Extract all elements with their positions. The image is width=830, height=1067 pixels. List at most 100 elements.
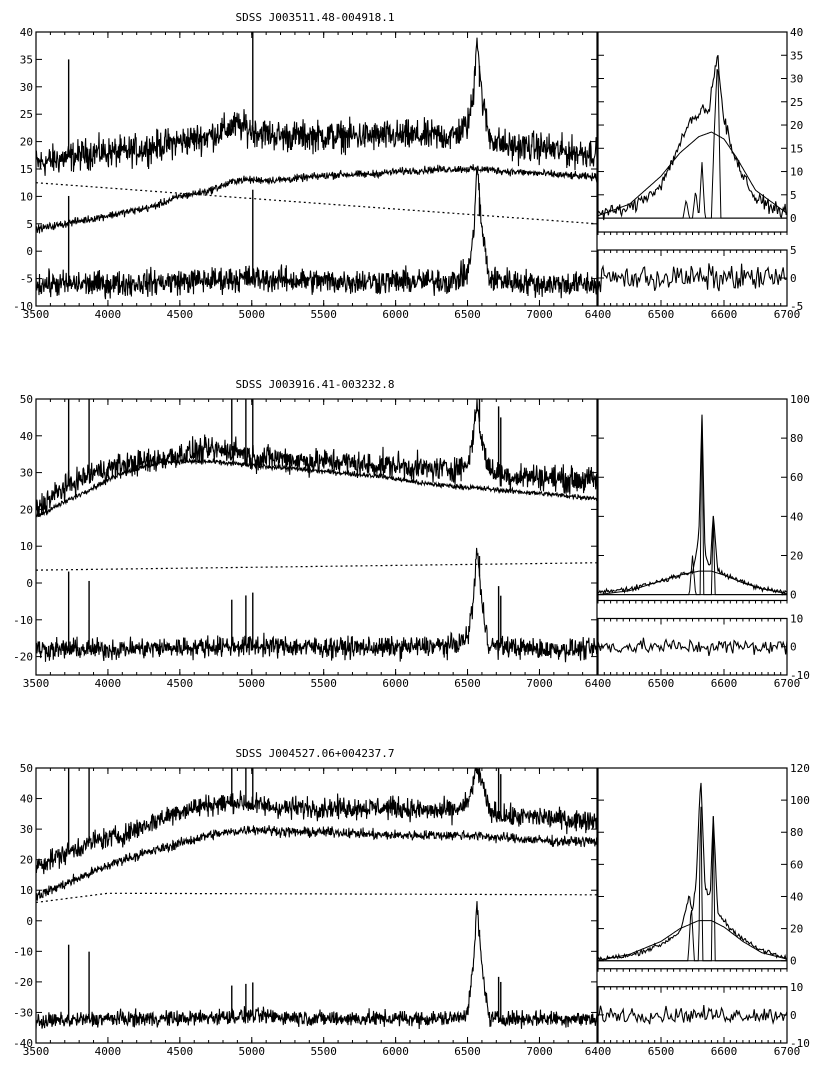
residual-ytick-label: 10 (790, 981, 803, 994)
residual-xtick-label: 6500 (648, 308, 675, 321)
zoom-ytick-label: 40 (790, 26, 803, 39)
zoom-ytick-label: 80 (790, 826, 803, 839)
zoom-series-residual (598, 637, 787, 657)
panel-title: SDSS J003511.48-004918.1 (236, 11, 395, 24)
residual-ytick-label: 0 (790, 1009, 797, 1022)
main-ytick-label: 40 (20, 26, 33, 39)
main-xtick-label: 4000 (95, 308, 122, 321)
residual-xtick-label: 6400 (585, 1045, 612, 1058)
zoom-series-observed (598, 414, 787, 596)
main-xtick-label: 3500 (23, 677, 50, 690)
main-ytick-label: -5 (20, 273, 33, 286)
main-plot-frame (35, 31, 598, 307)
residual-xtick-label: 6700 (774, 677, 801, 690)
main-ytick-label: 5 (26, 218, 33, 231)
main-ytick-label: 30 (20, 467, 33, 480)
zoom-series-residual (598, 1004, 787, 1025)
zoom-ytick-label: 100 (790, 794, 810, 807)
residual-plot-frame (597, 986, 788, 1044)
main-ytick-label: 35 (20, 53, 33, 66)
residual-xtick-label: 6400 (585, 308, 612, 321)
series-residual (36, 901, 597, 1030)
main-xtick-label: 4000 (95, 1045, 122, 1058)
residual-ytick-label: -5 (790, 300, 803, 313)
zoom-ytick-label: 15 (790, 142, 803, 155)
spectrum-panel-3: SDSS J004527.06+004237.7 -40 -30 -20 -10 0 10 2… (13, 747, 810, 1058)
zoom-series-narrow (598, 806, 787, 962)
main-ytick-label: 25 (20, 108, 33, 121)
series-residual (36, 166, 597, 300)
zoom-ytick-label: 40 (790, 890, 803, 903)
main-ytick-label: 10 (20, 884, 33, 897)
main-xtick-label: 6500 (454, 1045, 481, 1058)
main-xtick-label: 6000 (382, 677, 409, 690)
main-plot-frame (35, 398, 598, 676)
main-ytick-label: -10 (13, 300, 33, 313)
series-observed (36, 399, 597, 517)
main-ytick-label: 50 (20, 762, 33, 775)
zoom-ytick-label: 40 (790, 510, 803, 523)
zoom-ytick-label: 100 (790, 393, 810, 406)
residual-ytick-label: -10 (790, 669, 810, 682)
zoom-ytick-label: 30 (790, 73, 803, 86)
main-xtick-label: 7000 (526, 677, 553, 690)
series-host-model (36, 164, 597, 234)
main-ytick-label: 10 (20, 540, 33, 553)
zoom-series-narrow (598, 414, 787, 596)
main-xtick-label: 6500 (454, 308, 481, 321)
zoom-series-observed (598, 54, 787, 221)
zoom-series-broad (598, 570, 787, 596)
main-xtick-label: 5000 (239, 677, 266, 690)
residual-xtick-label: 6500 (648, 677, 675, 690)
main-xtick-label: 4000 (95, 677, 122, 690)
zoom-series-residual (598, 263, 787, 293)
zoom-series-observed (598, 782, 787, 962)
main-ytick-label: 30 (20, 81, 33, 94)
panel-title: SDSS J004527.06+004237.7 (236, 747, 395, 760)
zoom-ytick-label: 35 (790, 49, 803, 62)
zoom-ytick-label: 0 (790, 955, 797, 968)
main-ytick-label: 40 (20, 430, 33, 443)
zoom-plot-frame (597, 767, 788, 970)
main-xtick-label: 5500 (310, 308, 337, 321)
main-ytick-label: -10 (13, 614, 33, 627)
residual-xtick-label: 6700 (774, 1045, 801, 1058)
series-power-law (36, 182, 597, 225)
series-power-law (36, 892, 597, 903)
zoom-ytick-label: 60 (790, 471, 803, 484)
zoom-ytick-label: 120 (790, 762, 810, 775)
zoom-ytick-label: 20 (790, 119, 803, 132)
residual-ytick-label: 0 (790, 272, 797, 285)
series-observed (36, 37, 597, 176)
residual-ytick-label: 10 (790, 612, 803, 625)
main-ytick-label: 15 (20, 163, 33, 176)
panel-title: SDSS J003916.41-003232.8 (236, 378, 395, 391)
main-ytick-label: -10 (13, 945, 33, 958)
main-xtick-label: 5500 (310, 677, 337, 690)
zoom-ytick-label: 5 (790, 189, 797, 202)
residual-ytick-label: 5 (790, 244, 797, 257)
series-residual (36, 547, 597, 663)
main-xtick-label: 4500 (167, 677, 194, 690)
main-xtick-label: 6000 (382, 308, 409, 321)
main-ytick-label: -20 (13, 651, 33, 664)
residual-ytick-label: -10 (790, 1037, 810, 1050)
spectrum-panel-1: SDSS J003511.48-004918.1 -10 -5 0 5 10 15 20 25 3… (13, 11, 803, 321)
spectrum-panel-2: SDSS J003916.41-003232.8 -20 -10 0 10 20 30 40 5… (13, 378, 810, 690)
residual-xtick-label: 6600 (711, 308, 738, 321)
residual-xtick-label: 6700 (774, 308, 801, 321)
main-plot-frame (35, 767, 598, 1044)
zoom-series-broad (598, 131, 787, 217)
main-ytick-label: 20 (20, 503, 33, 516)
main-xtick-label: 6500 (454, 677, 481, 690)
residual-xtick-label: 6400 (585, 677, 612, 690)
main-ytick-label: 30 (20, 823, 33, 836)
main-xtick-label: 4500 (167, 1045, 194, 1058)
main-xtick-label: 4500 (167, 308, 194, 321)
main-ytick-label: 0 (26, 915, 33, 928)
residual-xtick-label: 6600 (711, 677, 738, 690)
main-ytick-label: 0 (26, 245, 33, 258)
residual-ytick-label: 0 (790, 641, 797, 654)
zoom-series-narrow (598, 69, 787, 219)
